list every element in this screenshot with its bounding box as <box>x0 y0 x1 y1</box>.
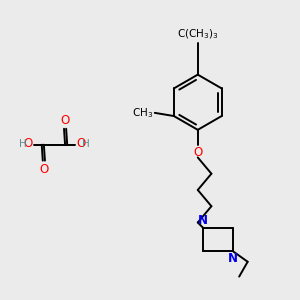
Text: H: H <box>19 139 27 148</box>
Text: H: H <box>82 139 90 148</box>
Text: C(CH$_3$)$_3$: C(CH$_3$)$_3$ <box>177 27 219 41</box>
Text: N: N <box>228 252 238 265</box>
Text: O: O <box>77 137 86 150</box>
Text: O: O <box>23 137 32 150</box>
Text: O: O <box>61 114 70 127</box>
Text: O: O <box>193 146 203 159</box>
Text: CH$_3$: CH$_3$ <box>133 106 154 120</box>
Text: N: N <box>198 214 208 227</box>
Text: O: O <box>39 163 49 176</box>
